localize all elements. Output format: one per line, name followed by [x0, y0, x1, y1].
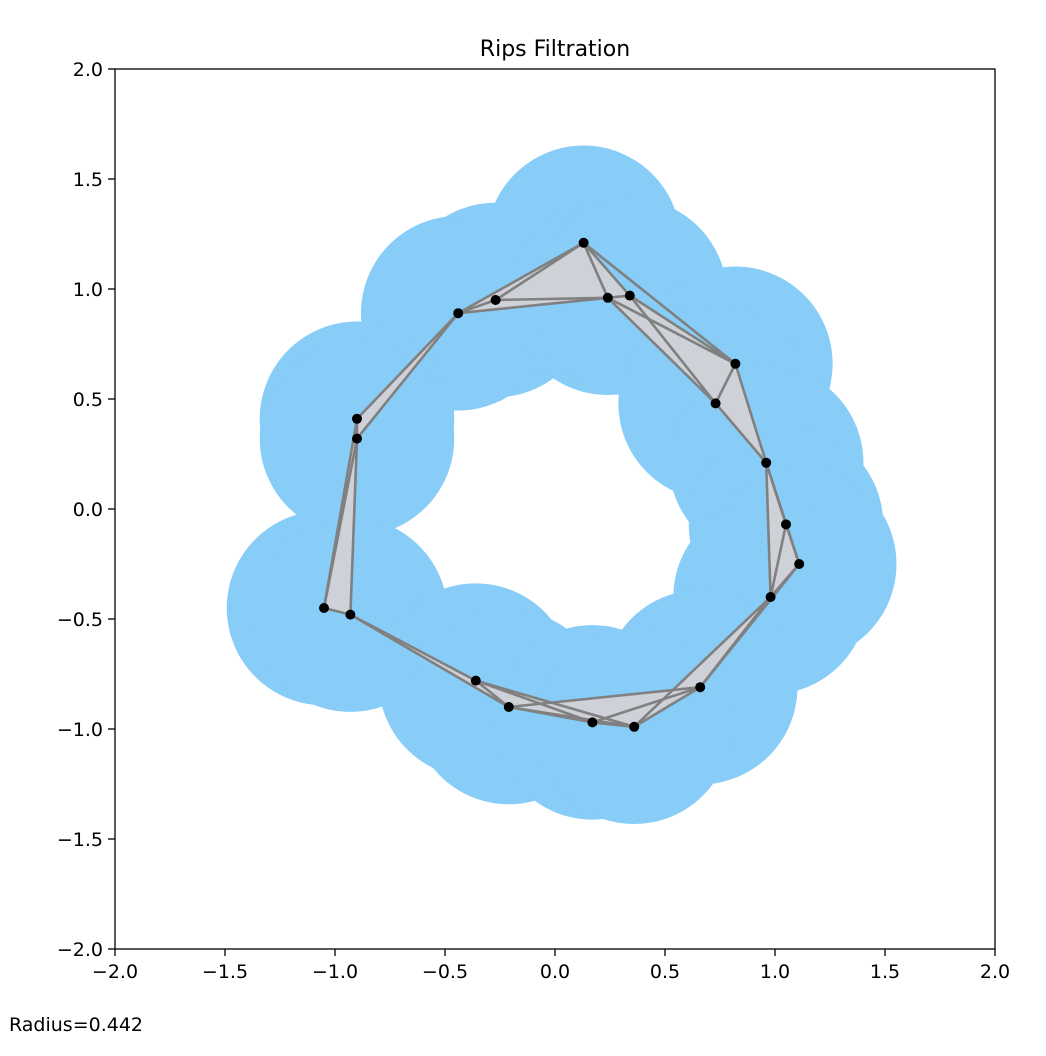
simplex-edge — [322, 438, 359, 609]
y-tick-label: 2.0 — [73, 59, 103, 81]
simplex-edge — [349, 438, 359, 615]
data-point — [710, 398, 721, 409]
simplex-edge — [356, 312, 460, 420]
simplex-edge — [734, 363, 768, 464]
simplex-triangle — [715, 363, 767, 463]
simplex-edge — [629, 294, 737, 365]
data-point — [470, 675, 481, 686]
simplex-triangle — [766, 462, 786, 597]
simplex-edge — [475, 679, 635, 729]
simplex-edge — [474, 679, 510, 709]
simplex-edge — [495, 296, 608, 302]
data-point — [629, 721, 640, 732]
simplex-edge — [582, 242, 609, 299]
simplex-edge — [633, 596, 772, 728]
y-tick-label: 1.5 — [73, 169, 103, 191]
data-point — [578, 237, 589, 248]
data-point — [781, 519, 791, 530]
data-point — [761, 457, 772, 468]
simplex-edge — [349, 613, 510, 709]
x-tick-label: 1.5 — [870, 961, 900, 983]
simplex-edge — [591, 685, 701, 724]
chart-title: Rips Filtration — [480, 37, 630, 62]
y-tick-label: 0.0 — [73, 499, 103, 521]
simplex-edge — [628, 294, 717, 405]
y-tick-label: −1.5 — [57, 829, 103, 851]
data-point — [345, 609, 356, 620]
simplex-edge — [355, 312, 460, 440]
x-tick-label: 0.5 — [650, 961, 680, 983]
x-tick-label: −1.5 — [202, 961, 248, 983]
x-tick-label: −1.0 — [312, 961, 358, 983]
data-point — [624, 290, 635, 301]
radius-disks — [226, 145, 897, 825]
data-points — [319, 237, 805, 732]
y-axis: −2.0 −1.5 −1.0 −0.5 0.0 0.5 1.0 1.5 2.0 — [57, 59, 115, 961]
data-point — [453, 308, 464, 319]
simplex-edge — [699, 596, 772, 688]
simplex-edge — [582, 241, 737, 365]
simplex-edge — [606, 296, 717, 405]
x-tick-label: −0.5 — [422, 961, 468, 983]
data-point — [503, 702, 514, 712]
data-point — [765, 592, 776, 602]
simplex-edge — [607, 296, 736, 365]
data-point — [695, 682, 706, 693]
radius-label: Radius=0.442 — [9, 1014, 144, 1036]
data-point — [602, 292, 613, 303]
simplex-edge — [633, 686, 701, 728]
y-tick-label: −2.0 — [57, 939, 103, 961]
x-tick-label: −2.0 — [92, 961, 138, 983]
simplex-edge — [458, 296, 608, 315]
data-point — [352, 413, 362, 424]
x-tick-label: 1.0 — [760, 961, 790, 983]
data-point — [730, 358, 741, 369]
simplex-edge — [457, 298, 497, 315]
plot-area — [226, 145, 897, 825]
y-tick-label: 0.5 — [73, 389, 103, 411]
simplex-triangle — [607, 297, 736, 404]
x-axis: −2.0 −1.5 −1.0 −0.5 0.0 0.5 1.0 1.5 2.0 — [92, 949, 1010, 983]
y-tick-label: 1.0 — [73, 279, 103, 301]
data-point — [490, 295, 501, 305]
y-tick-label: −0.5 — [57, 609, 103, 631]
simplex-edge — [769, 524, 788, 598]
data-point — [352, 433, 362, 444]
data-point — [794, 559, 805, 569]
simplex-edge — [714, 363, 737, 404]
x-tick-label: 0.0 — [540, 961, 570, 983]
simplex-edge — [582, 241, 631, 297]
data-point — [319, 603, 329, 613]
simplex-edge — [764, 462, 772, 598]
simplex-edge — [714, 402, 768, 464]
data-point — [587, 717, 598, 728]
y-tick-label: −1.0 — [57, 719, 103, 741]
simplex-edge — [457, 241, 585, 315]
x-tick-label: 2.0 — [980, 961, 1010, 983]
simplex-edge — [784, 523, 801, 565]
